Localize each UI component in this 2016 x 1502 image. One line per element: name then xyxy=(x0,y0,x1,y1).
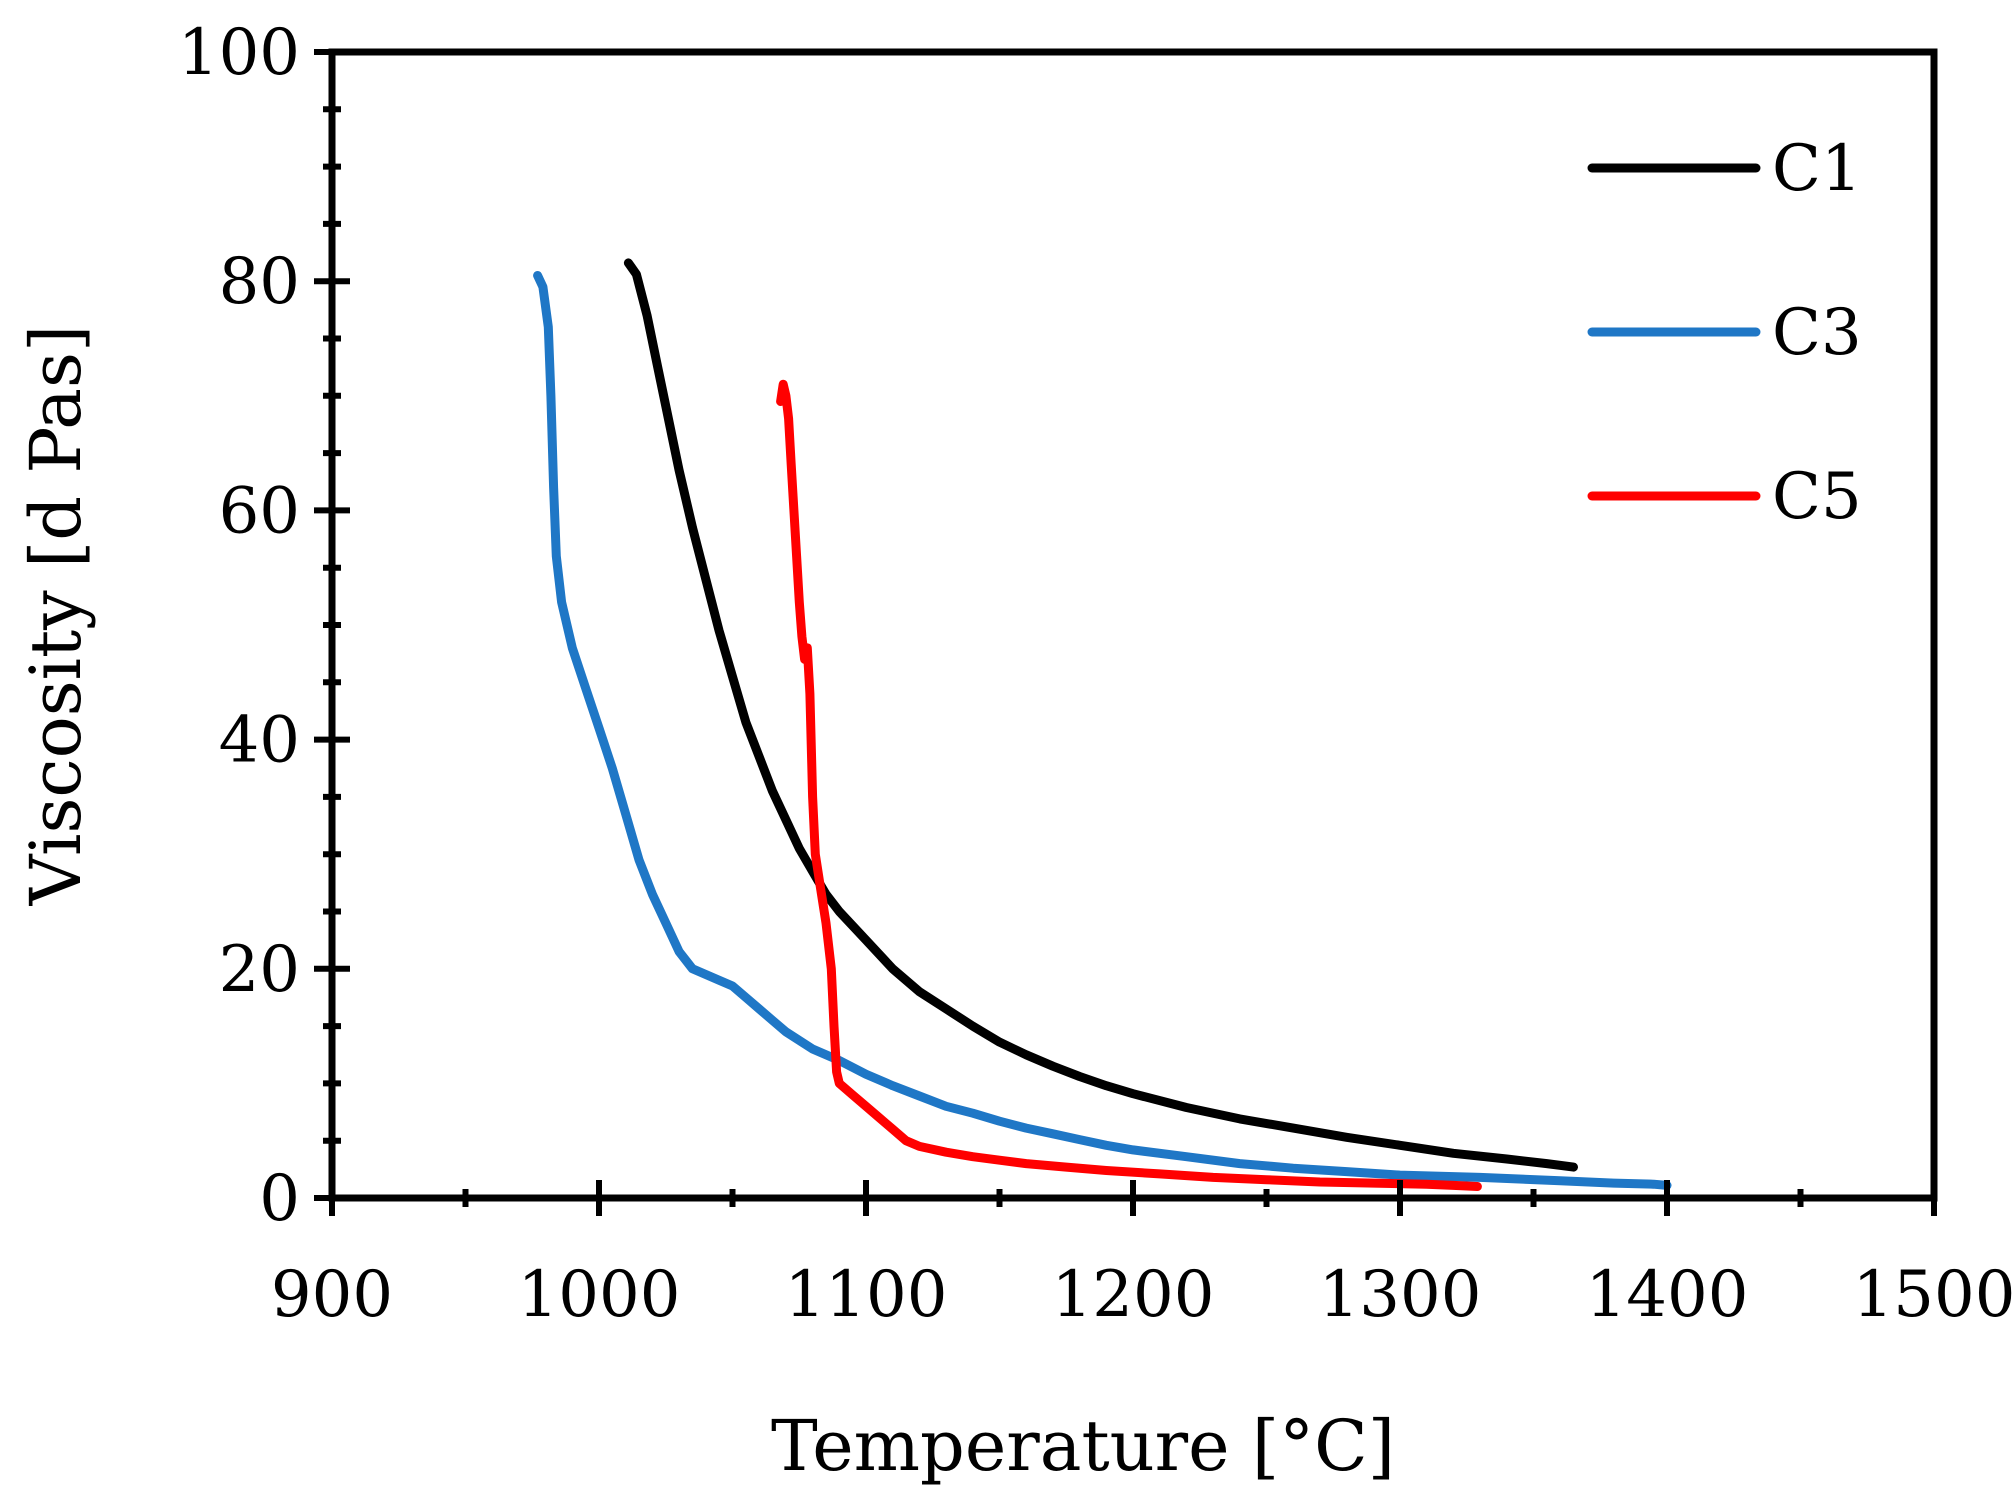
x-tick-label: 1100 xyxy=(785,1258,948,1332)
tick-labels-layer: 900 1000 1100 1200 1300 1400 1500 0 20 40 60 80 100 xyxy=(178,16,2016,1332)
series-layer xyxy=(533,258,1672,1191)
legend-label-c3: C3 xyxy=(1772,296,1862,370)
ticks-layer xyxy=(314,49,1937,1216)
y-tick-label: 80 xyxy=(219,245,300,319)
legend-label-c5: C5 xyxy=(1772,460,1862,534)
y-tick-label: 20 xyxy=(219,933,300,1007)
x-tick-label: 1200 xyxy=(1052,1258,1215,1332)
series-line-c1 xyxy=(623,258,1578,1172)
x-axis-title: Temperature [°C] xyxy=(771,1405,1395,1487)
y-tick-label: 40 xyxy=(219,704,300,778)
y-axis-title: Viscosity [d Pas] xyxy=(15,325,97,907)
y-tick-label: 0 xyxy=(259,1162,300,1236)
x-tick-label: 1500 xyxy=(1853,1258,2016,1332)
y-tick-label: 100 xyxy=(178,16,300,90)
series-line-c5 xyxy=(776,379,1482,1191)
plot-area-frame xyxy=(328,48,1938,1202)
y-tick-label: 60 xyxy=(219,474,300,548)
x-tick-label: 1400 xyxy=(1586,1258,1749,1332)
x-tick-label: 1000 xyxy=(518,1258,681,1332)
series-line-c3 xyxy=(533,271,1672,1190)
legend: C1 C3 C5 xyxy=(1587,132,1862,534)
legend-label-c1: C1 xyxy=(1772,132,1862,206)
x-tick-label: 900 xyxy=(271,1258,393,1332)
x-tick-label: 1300 xyxy=(1319,1258,1482,1332)
